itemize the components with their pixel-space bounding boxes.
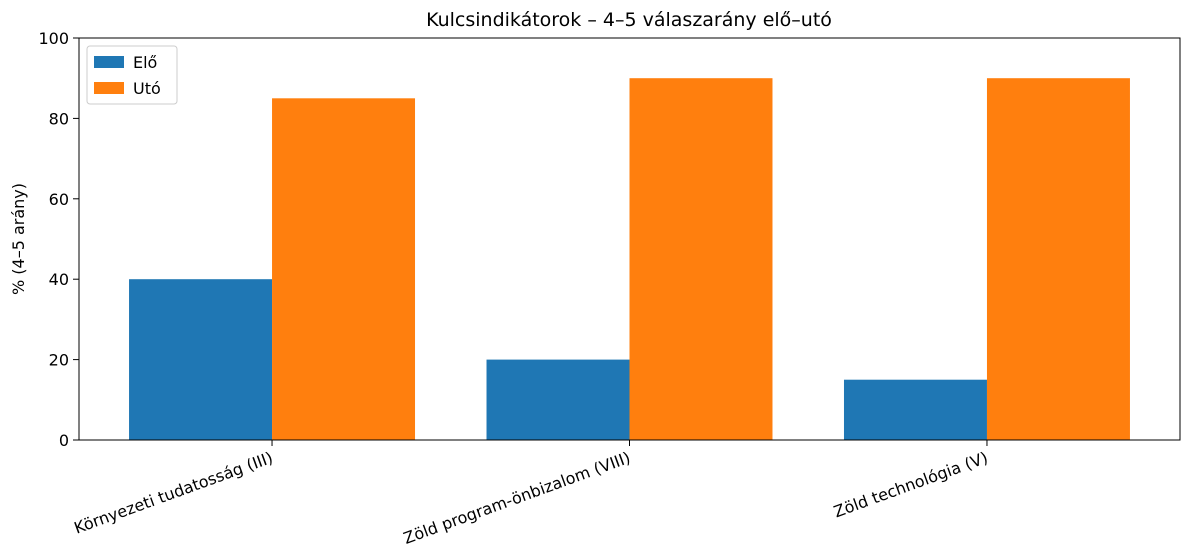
y-tick-label: 80 (49, 109, 69, 128)
bar (486, 359, 630, 440)
legend-swatch (94, 82, 124, 94)
chart-title: Kulcsindikátorok – 4–5 válaszarány elő–u… (426, 9, 832, 31)
legend-swatch (94, 56, 124, 68)
y-tick-label: 60 (49, 190, 69, 209)
bar (272, 98, 416, 441)
legend-label: Utó (133, 79, 161, 98)
y-tick-label: 20 (49, 351, 69, 370)
bar (129, 279, 273, 440)
legend: Elő Utó (86, 45, 178, 105)
x-tick-label: Zöld technológia (V) (831, 448, 990, 521)
plot-frame (78, 37, 1181, 441)
bar (986, 78, 1130, 440)
legend-label: Elő (133, 53, 157, 72)
bar (843, 379, 987, 440)
y-tick-label: 0 (59, 431, 69, 450)
y-tick-label: 40 (49, 270, 69, 289)
x-tick-label: Környezeti tudatosság (III) (71, 448, 275, 538)
x-tick-label: Zöld program-önbizalom (VIII) (401, 448, 633, 548)
y-axis-label: % (4–5 arány) (9, 183, 28, 295)
y-tick-label: 100 (38, 29, 69, 48)
legend-frame (86, 45, 178, 105)
bar (629, 78, 773, 440)
